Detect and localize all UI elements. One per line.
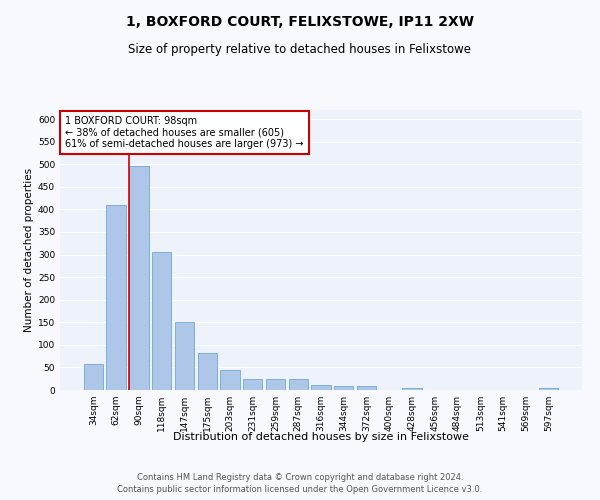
Bar <box>129 166 149 390</box>
Bar <box>266 378 285 390</box>
Bar <box>311 386 331 390</box>
Text: Contains public sector information licensed under the Open Government Licence v3: Contains public sector information licen… <box>118 485 482 494</box>
Text: Distribution of detached houses by size in Felixstowe: Distribution of detached houses by size … <box>173 432 469 442</box>
Text: Size of property relative to detached houses in Felixstowe: Size of property relative to detached ho… <box>128 42 472 56</box>
Bar <box>106 205 126 390</box>
Bar <box>243 378 262 390</box>
Bar <box>357 386 376 390</box>
Bar <box>334 386 353 390</box>
Bar <box>403 388 422 390</box>
Text: 1, BOXFORD COURT, FELIXSTOWE, IP11 2XW: 1, BOXFORD COURT, FELIXSTOWE, IP11 2XW <box>126 15 474 29</box>
Bar <box>289 378 308 390</box>
Text: Contains HM Land Registry data © Crown copyright and database right 2024.: Contains HM Land Registry data © Crown c… <box>137 472 463 482</box>
Bar <box>197 353 217 390</box>
Text: 1 BOXFORD COURT: 98sqm
← 38% of detached houses are smaller (605)
61% of semi-de: 1 BOXFORD COURT: 98sqm ← 38% of detached… <box>65 116 304 149</box>
Bar <box>152 252 172 390</box>
Bar <box>175 322 194 390</box>
Y-axis label: Number of detached properties: Number of detached properties <box>24 168 34 332</box>
Bar <box>539 388 558 390</box>
Bar <box>84 364 103 390</box>
Bar <box>220 370 239 390</box>
